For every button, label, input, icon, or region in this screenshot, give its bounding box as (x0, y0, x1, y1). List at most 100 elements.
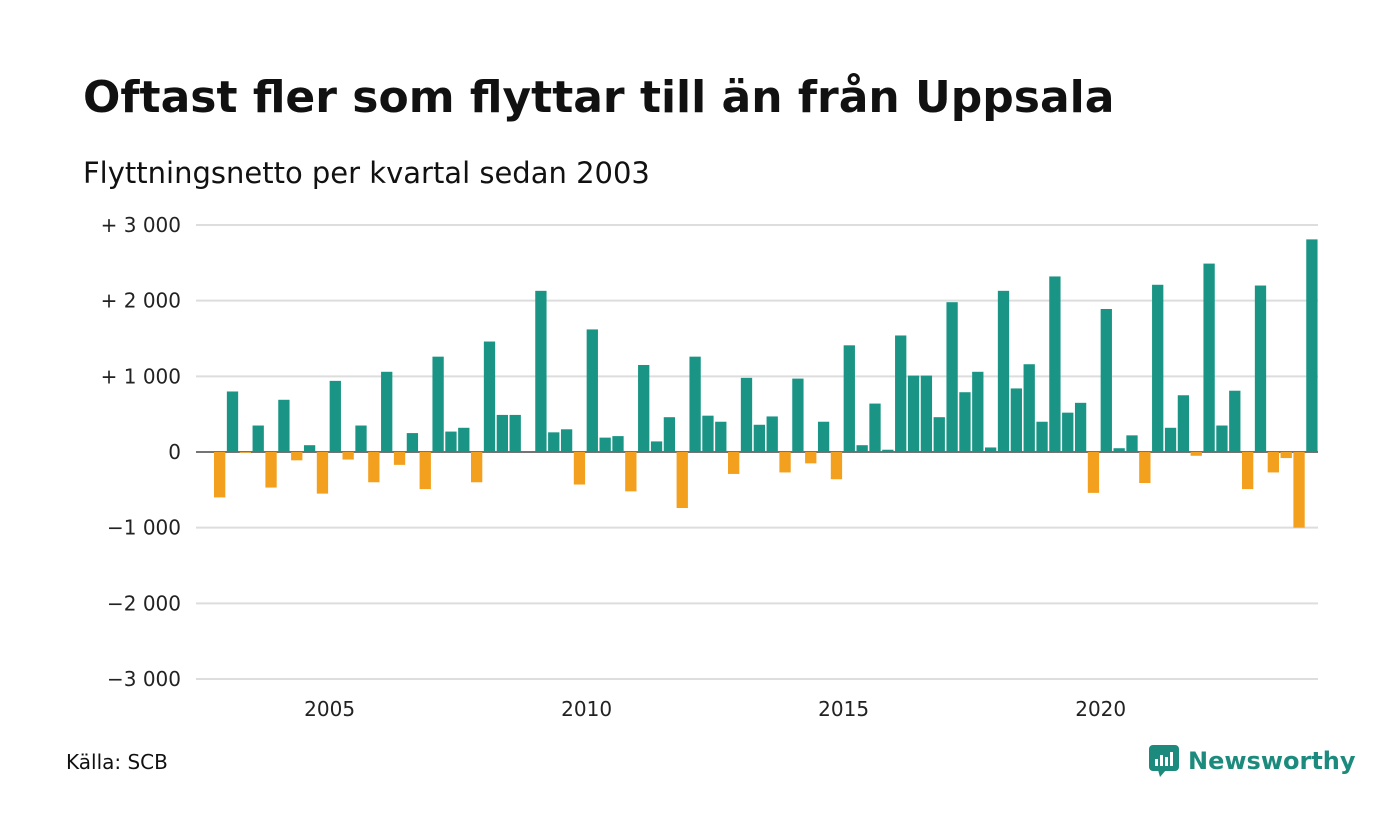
bar (920, 375, 933, 452)
bar (766, 416, 778, 452)
bar (895, 335, 907, 452)
bar (753, 424, 765, 452)
bar (972, 371, 984, 452)
y-axis-labels: + 3 000 + 2 000 + 1 000 0 −1 000 −2 000 −3 000 (101, 213, 181, 691)
bar (458, 427, 470, 452)
bar (1216, 425, 1228, 452)
x-tick-label: 2020 (1075, 697, 1126, 721)
y-tick-label: + 3 000 (101, 213, 181, 237)
bar (1062, 412, 1074, 452)
x-axis-labels: 2005 2010 2015 2020 (304, 697, 1126, 721)
bar (1293, 452, 1305, 528)
bar (1164, 427, 1177, 452)
bar (985, 447, 997, 452)
bar (625, 452, 637, 492)
bar (676, 452, 688, 508)
chart-subtitle: Flyttningsnetto per kvartal sedan 2003 (83, 156, 650, 190)
source-note: Källa: SCB (66, 750, 168, 774)
bar (586, 329, 598, 452)
bar (393, 452, 406, 465)
bar (1177, 395, 1190, 452)
bar (535, 290, 547, 452)
y-tick-label: −2 000 (107, 591, 181, 615)
bar (946, 302, 958, 452)
bar (239, 452, 251, 453)
bar (1306, 239, 1318, 452)
bar (419, 452, 431, 490)
bar (329, 380, 341, 452)
bar (509, 414, 521, 452)
bar (445, 431, 457, 452)
bar (355, 425, 367, 452)
bar (1113, 448, 1125, 452)
newsworthy-logo-icon (1149, 745, 1179, 777)
bar (573, 452, 586, 485)
bar (612, 436, 624, 452)
y-tick-label: −3 000 (107, 667, 181, 691)
bar (548, 432, 560, 452)
bars (214, 239, 1318, 528)
bar (1203, 263, 1215, 452)
bar (933, 417, 945, 452)
bar (1126, 435, 1138, 452)
bar (728, 452, 740, 474)
bar (1087, 452, 1100, 493)
bar (496, 414, 508, 452)
bar (471, 452, 483, 483)
bar (779, 452, 791, 473)
bar (560, 429, 573, 452)
bar (817, 421, 830, 452)
bar (1190, 452, 1202, 456)
bar (715, 421, 727, 452)
bar (830, 452, 843, 480)
bar (1242, 452, 1254, 490)
bar (740, 377, 753, 452)
bar (278, 399, 290, 452)
bar (638, 364, 650, 452)
bar (1229, 390, 1241, 452)
y-tick-label: + 2 000 (101, 289, 181, 313)
y-tick-label: 0 (168, 440, 181, 464)
bar (663, 417, 676, 452)
bar (599, 437, 611, 452)
bar (869, 403, 881, 452)
bar (843, 345, 855, 452)
bar (856, 445, 868, 452)
bar (316, 452, 329, 494)
x-tick-label: 2015 (818, 697, 869, 721)
bar (997, 290, 1010, 452)
bar (650, 441, 663, 452)
bar (381, 371, 393, 452)
brand-name: Newsworthy (1188, 747, 1356, 775)
bar (291, 452, 303, 461)
bar (1267, 452, 1279, 473)
bar (1254, 285, 1267, 452)
bar (959, 392, 971, 452)
bar (406, 433, 419, 452)
x-tick-label: 2010 (561, 697, 612, 721)
bar (1023, 364, 1035, 452)
bar (1280, 452, 1292, 459)
bar (689, 356, 701, 452)
bar (342, 452, 354, 460)
bar (368, 452, 380, 483)
bar (226, 391, 239, 452)
bar (214, 452, 226, 498)
y-tick-label: + 1 000 (101, 364, 181, 388)
bar (882, 449, 894, 452)
brand-logo: Newsworthy (1148, 744, 1356, 778)
bar (265, 452, 277, 488)
x-tick-label: 2005 (304, 697, 355, 721)
bar (483, 341, 496, 452)
bar (432, 356, 444, 452)
bar (1152, 284, 1164, 452)
bar (1100, 308, 1112, 452)
chart-title: Oftast fler som flyttar till än från Upp… (83, 72, 1115, 123)
bar (1074, 402, 1087, 452)
bar (792, 378, 804, 452)
y-tick-label: −1 000 (107, 516, 181, 540)
bar (805, 452, 817, 464)
bar (1049, 276, 1061, 452)
bar (303, 445, 316, 452)
